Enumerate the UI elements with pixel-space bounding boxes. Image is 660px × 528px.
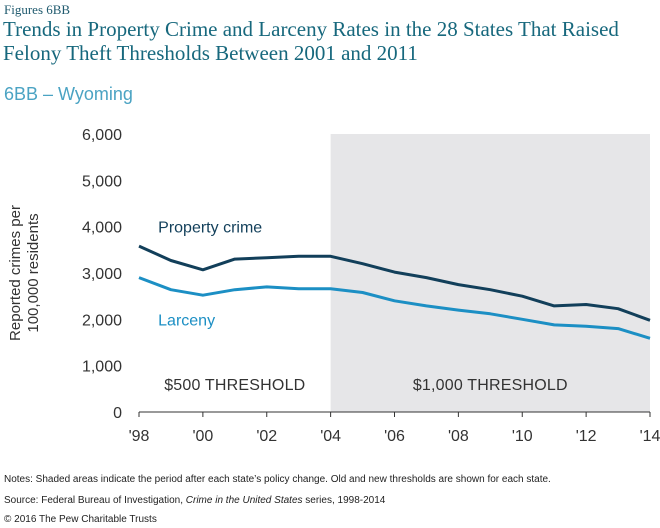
y-tick-label: 2,000 (82, 312, 122, 329)
x-tick-label: '00 (192, 428, 213, 445)
y-axis-label: Reported crimes per100,000 residents (7, 205, 42, 341)
chart-subtitle: 6BB – Wyoming (4, 84, 133, 104)
y-tick-label: 5,000 (82, 173, 122, 190)
y-axis-label-line: Reported crimes per (7, 205, 24, 341)
source-suffix: series, 1998-2014 (302, 495, 386, 506)
x-tick-label: '08 (448, 428, 469, 445)
chart-source: Source: Federal Bureau of Investigation,… (4, 495, 385, 506)
x-tick-label: '98 (129, 428, 150, 445)
figure-label: Figures 6BB (4, 2, 71, 17)
x-tick-label: '02 (256, 428, 277, 445)
threshold-label-1: $500 THRESHOLD (164, 377, 305, 394)
x-tick-label: '10 (512, 428, 533, 445)
threshold-label-2: $1,000 THRESHOLD (413, 377, 568, 394)
y-tick-label: 4,000 (82, 220, 122, 237)
copyright: © 2016 The Pew Charitable Trusts (4, 514, 157, 525)
chart-notes: Notes: Shaded areas indicate the period … (4, 474, 551, 485)
y-tick-label: 0 (113, 405, 122, 422)
y-tick-label: 6,000 (82, 127, 122, 144)
larceny-label: Larceny (158, 312, 215, 329)
line-chart: $500 THRESHOLD $1,000 THRESHOLD 0 1,000 2,00… (7, 127, 660, 445)
property-crime-line (138, 244, 651, 322)
chart-title: Trends in Property Crime and Larceny Rat… (3, 17, 619, 65)
x-tick-label: '14 (640, 428, 660, 445)
x-tick-label: '04 (320, 428, 341, 445)
x-tick-label: '12 (576, 428, 597, 445)
shaded-period (330, 134, 650, 412)
x-tick-label: '06 (384, 428, 405, 445)
y-axis-label-line: 100,000 residents (25, 213, 42, 332)
source-prefix: Source: Federal Bureau of Investigation, (4, 495, 186, 506)
y-tick-label: 3,000 (82, 266, 122, 283)
y-tick-label: 1,000 (82, 359, 122, 376)
property-crime-label: Property crime (158, 220, 262, 237)
source-publication: Crime in the United States (185, 495, 303, 506)
